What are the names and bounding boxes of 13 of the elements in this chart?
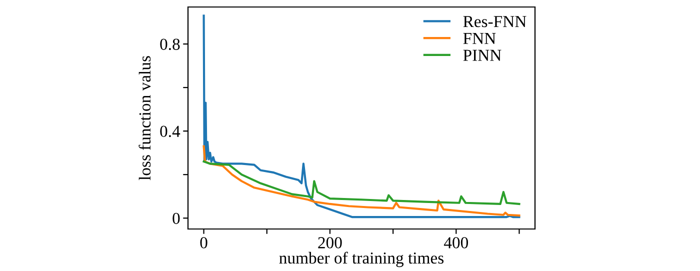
legend-label: FNN	[463, 32, 496, 44]
line-series	[202, 160, 520, 206]
x-tick-label: 400	[444, 237, 468, 248]
x-tick-label: 0	[200, 237, 208, 248]
x-tick-label: 200	[318, 237, 342, 248]
legend-label: Res-FNN	[463, 16, 526, 28]
y-tick-label: 0.8	[160, 38, 180, 50]
legend-label: PINN	[463, 50, 502, 61]
y-axis-title: loss function valus	[138, 56, 151, 180]
y-tick-label: 0.4	[160, 126, 180, 138]
y-tick-label: 0	[172, 212, 180, 224]
x-axis-title: number of training times	[279, 252, 444, 268]
line-series	[202, 145, 520, 217]
